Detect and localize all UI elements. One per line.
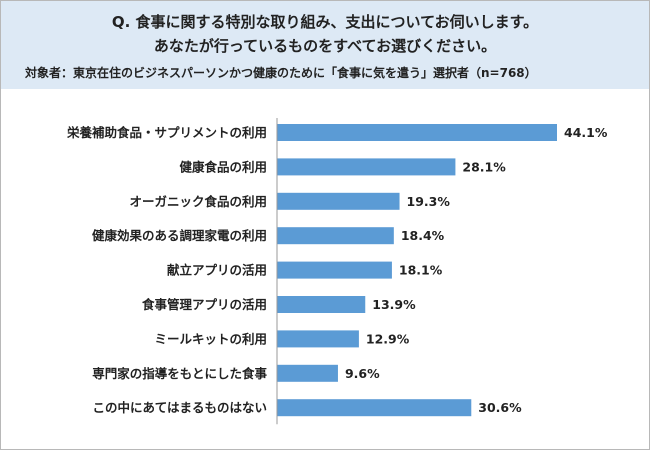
value-label: 13.9% [372,297,416,312]
bar [277,364,338,382]
value-label: 12.9% [366,331,410,346]
question-line-2: あなたが行っているものをすべてお選びください。 [153,37,497,55]
category-label: 食事管理アプリの活用 [141,297,267,312]
category-label: オーガニック食品の利用 [129,194,267,209]
question-line-1: Q. 食事に関する特別な取り組み、支出についてお伺いします。 [111,13,539,31]
value-label: 19.3% [407,194,451,209]
bar [277,158,456,176]
value-label: 18.1% [399,263,443,278]
category-label: 専門家の指導をもとにした食事 [92,366,267,381]
value-label: 28.1% [462,159,506,174]
value-label: 30.6% [478,400,522,415]
bar [277,261,392,279]
category-label: ミールキットの利用 [154,331,267,346]
bar [277,330,359,348]
category-label: この中にあてはまるものはない [92,400,267,415]
category-label: 健康食品の利用 [179,159,267,174]
category-label: 献立アプリの活用 [167,263,267,278]
bar [277,124,557,141]
bar [277,192,400,210]
category-label: 栄養補助食品・サプリメントの利用 [66,125,267,140]
category-label: 健康効果のある調理家電の利用 [92,228,267,243]
value-label: 44.1% [564,125,608,140]
target-description: 対象者：東京在住のビジネスパーソンかつ健康のために「食事に気を遣う」選択者（n=… [25,66,537,80]
bar [277,296,366,313]
value-label: 9.6% [345,366,380,381]
chart-header: Q. 食事に関する特別な取り組み、支出についてお伺いします。 あなたが行っている… [1,1,649,89]
bar [277,227,394,245]
bar [277,399,472,417]
value-label: 18.4% [401,228,445,243]
